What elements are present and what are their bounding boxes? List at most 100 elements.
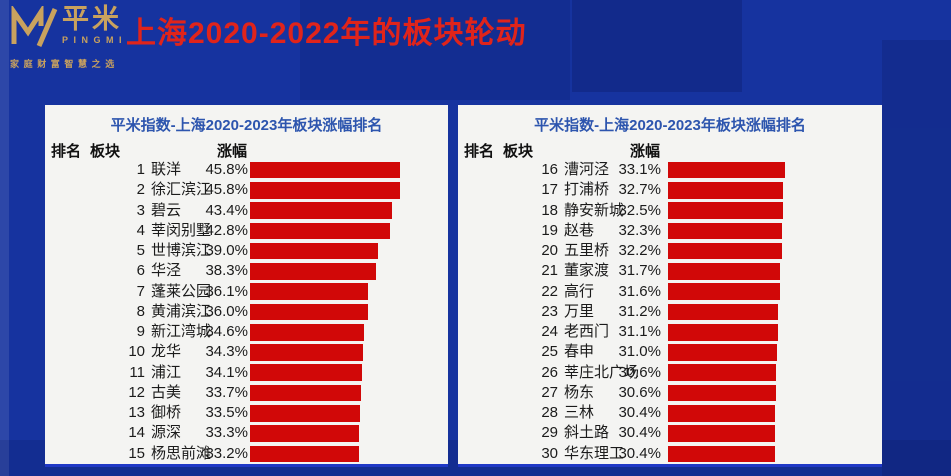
rank-cell: 25 [541,343,558,361]
value-bar [668,303,779,321]
table-row: 15 杨思前滩 33.2% [45,444,448,464]
rank-cell: 20 [541,242,558,260]
column-header-change: 涨幅 [217,143,248,160]
rank-cell: 4 [136,221,145,239]
rank-cell: 21 [541,262,558,280]
sector-cell: 浦江 [151,363,182,381]
rank-cell: 26 [541,363,558,381]
value-bar [250,161,401,179]
table-row: 26 莘庄北广场 30.6% [458,363,882,383]
change-cell: 42.8% [205,221,248,239]
change-cell: 31.1% [618,323,661,341]
background-texture [0,0,9,476]
rows: 1 联洋 45.8% 2 徐汇滨江 45.8% 3 碧云 43.4% 4 莘闵别墅 42.8% 5 世博滨… [45,160,448,464]
table-row: 13 御桥 33.5% [45,403,448,423]
sector-cell: 黄浦滨江 [151,302,212,320]
value-bar [668,323,778,341]
table-row: 28 三林 30.4% [458,403,882,423]
change-cell: 31.6% [618,282,661,300]
table-row: 27 杨东 30.6% [458,383,882,403]
rank-cell: 12 [128,383,145,401]
change-cell: 30.6% [618,383,661,401]
table-row: 18 静安新城 32.5% [458,201,882,221]
sector-cell: 斜土路 [564,424,610,442]
value-bar [250,364,362,382]
rank-cell: 17 [541,181,558,199]
rank-cell: 13 [128,404,145,422]
table-row: 23 万里 31.2% [458,302,882,322]
rank-cell: 2 [136,181,145,199]
brand-name-en: PINGMI [62,35,128,45]
value-bar [250,222,391,240]
value-bar [250,263,376,280]
change-cell: 30.4% [618,404,661,422]
change-cell: 33.7% [205,383,248,401]
rank-cell: 3 [136,201,145,219]
sector-cell: 赵巷 [564,221,595,239]
rank-cell: 7 [136,282,145,300]
ranking-panel-1-15: 平米指数-上海2020-2023年板块涨幅排名 排名 板块 涨幅 1 联洋 45.8… [45,105,448,467]
value-bar [250,384,361,402]
rank-cell: 28 [541,404,558,422]
panel-title: 平米指数-上海2020-2023年板块涨幅排名 [534,117,806,134]
table-row: 9 新江湾城 34.6% [45,322,448,342]
rank-cell: 27 [541,383,558,401]
value-bar [250,242,378,260]
column-header-change: 涨幅 [630,143,661,160]
change-cell: 33.1% [618,161,661,178]
value-bar [668,283,780,300]
rank-cell: 19 [541,221,558,239]
change-cell: 31.0% [618,343,661,361]
rank-cell: 6 [136,262,145,280]
value-bar [250,182,401,199]
table-row: 20 五里桥 32.2% [458,241,882,261]
sector-cell: 碧云 [151,201,182,219]
column-header-sector: 板块 [503,143,534,160]
sector-cell: 五里桥 [564,242,610,260]
sector-cell: 杨思前滩 [151,444,212,462]
change-cell: 34.6% [205,323,248,341]
table-row: 3 碧云 43.4% [45,201,448,221]
value-bar [668,445,776,463]
value-bar [668,404,776,422]
table-row: 22 高行 31.6% [458,282,882,302]
sector-cell: 三林 [564,404,595,422]
rank-cell: 10 [128,343,145,361]
table-row: 17 打浦桥 32.7% [458,180,882,200]
sector-cell: 老西门 [564,323,610,341]
sector-cell: 打浦桥 [564,181,610,199]
table-row: 21 董家渡 31.7% [458,261,882,281]
table-row: 14 源深 33.3% [45,423,448,443]
change-cell: 32.5% [618,201,661,219]
rank-cell: 1 [136,161,145,178]
value-bar [250,283,369,300]
sector-cell: 漕河泾 [564,161,610,178]
rank-cell: 9 [136,323,145,341]
value-bar [668,222,782,240]
sector-cell: 静安新城 [564,201,625,219]
sector-cell: 华东理工 [564,444,625,462]
value-bar [668,344,778,361]
sector-cell: 蓬莱公园 [151,282,212,300]
rank-cell: 8 [136,302,145,320]
value-bar [668,384,776,402]
change-cell: 30.6% [618,363,661,381]
sector-cell: 华泾 [151,262,182,280]
change-cell: 31.2% [618,302,661,320]
change-cell: 33.3% [205,424,248,442]
column-header-rank: 排名 [51,143,82,160]
change-cell: 31.7% [618,262,661,280]
ranking-panel-16-30: 平米指数-上海2020-2023年板块涨幅排名 排名 板块 涨幅 16 漕河泾 33… [458,105,882,467]
sector-cell: 徐汇滨江 [151,181,212,199]
change-cell: 36.1% [205,282,248,300]
panel-title: 平米指数-上海2020-2023年板块涨幅排名 [110,117,383,134]
rank-cell: 11 [129,363,145,381]
sector-cell: 联洋 [151,161,182,178]
table-row: 16 漕河泾 33.1% [458,160,882,180]
page-title: 上海2020-2022年的板块轮动 [126,17,527,50]
table-row: 1 联洋 45.8% [45,160,448,180]
table-row: 29 斜土路 30.4% [458,423,882,443]
sector-cell: 新江湾城 [151,323,212,341]
change-cell: 34.3% [205,343,248,361]
sector-cell: 董家渡 [564,262,610,280]
